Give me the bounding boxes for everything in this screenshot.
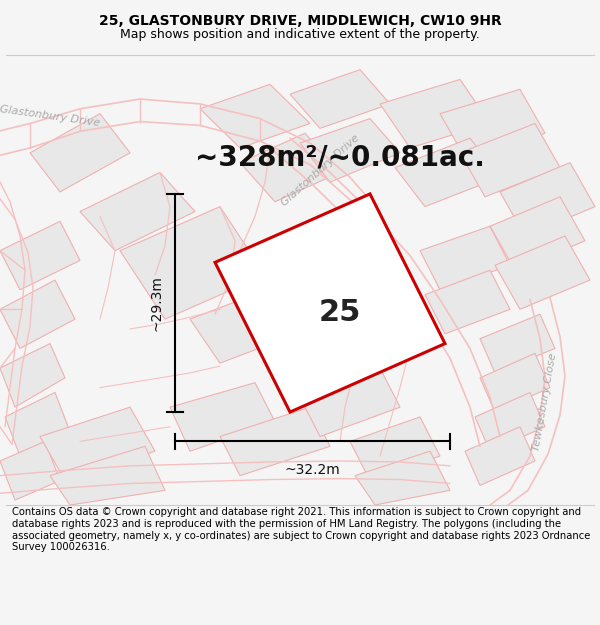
Text: Glastonbury Drive: Glastonbury Drive <box>0 104 101 127</box>
Polygon shape <box>355 451 450 505</box>
Polygon shape <box>465 427 535 486</box>
Polygon shape <box>170 382 275 451</box>
Polygon shape <box>350 417 440 481</box>
Polygon shape <box>40 407 155 481</box>
Polygon shape <box>290 69 390 128</box>
Polygon shape <box>440 89 545 158</box>
Polygon shape <box>425 270 510 334</box>
Text: Tewkesbury Close: Tewkesbury Close <box>532 352 559 452</box>
Polygon shape <box>215 194 445 412</box>
Polygon shape <box>460 124 560 197</box>
Polygon shape <box>490 197 585 270</box>
Polygon shape <box>0 344 65 407</box>
Polygon shape <box>500 162 595 236</box>
Polygon shape <box>50 446 165 505</box>
Text: Glastonbury Drive: Glastonbury Drive <box>279 133 361 208</box>
Polygon shape <box>420 226 510 290</box>
Polygon shape <box>120 207 265 319</box>
Polygon shape <box>380 79 490 148</box>
Polygon shape <box>5 392 70 456</box>
Polygon shape <box>395 138 500 207</box>
Polygon shape <box>300 119 400 182</box>
Polygon shape <box>80 173 195 251</box>
Polygon shape <box>300 368 400 436</box>
Polygon shape <box>240 133 340 202</box>
Polygon shape <box>0 221 80 290</box>
Text: ~29.3m: ~29.3m <box>150 275 164 331</box>
Polygon shape <box>480 314 555 373</box>
Polygon shape <box>220 407 330 476</box>
Polygon shape <box>475 392 545 451</box>
Text: 25: 25 <box>319 298 361 328</box>
Polygon shape <box>0 441 60 500</box>
Polygon shape <box>495 236 590 309</box>
Polygon shape <box>0 280 75 349</box>
Polygon shape <box>30 114 130 192</box>
Text: Contains OS data © Crown copyright and database right 2021. This information is : Contains OS data © Crown copyright and d… <box>12 508 590 552</box>
Text: ~32.2m: ~32.2m <box>284 463 340 477</box>
Text: ~328m²/~0.081ac.: ~328m²/~0.081ac. <box>195 144 485 172</box>
Text: Map shows position and indicative extent of the property.: Map shows position and indicative extent… <box>120 28 480 41</box>
Polygon shape <box>480 353 550 412</box>
Polygon shape <box>190 285 310 363</box>
Polygon shape <box>200 84 310 148</box>
Text: 25, GLASTONBURY DRIVE, MIDDLEWICH, CW10 9HR: 25, GLASTONBURY DRIVE, MIDDLEWICH, CW10 … <box>98 14 502 28</box>
